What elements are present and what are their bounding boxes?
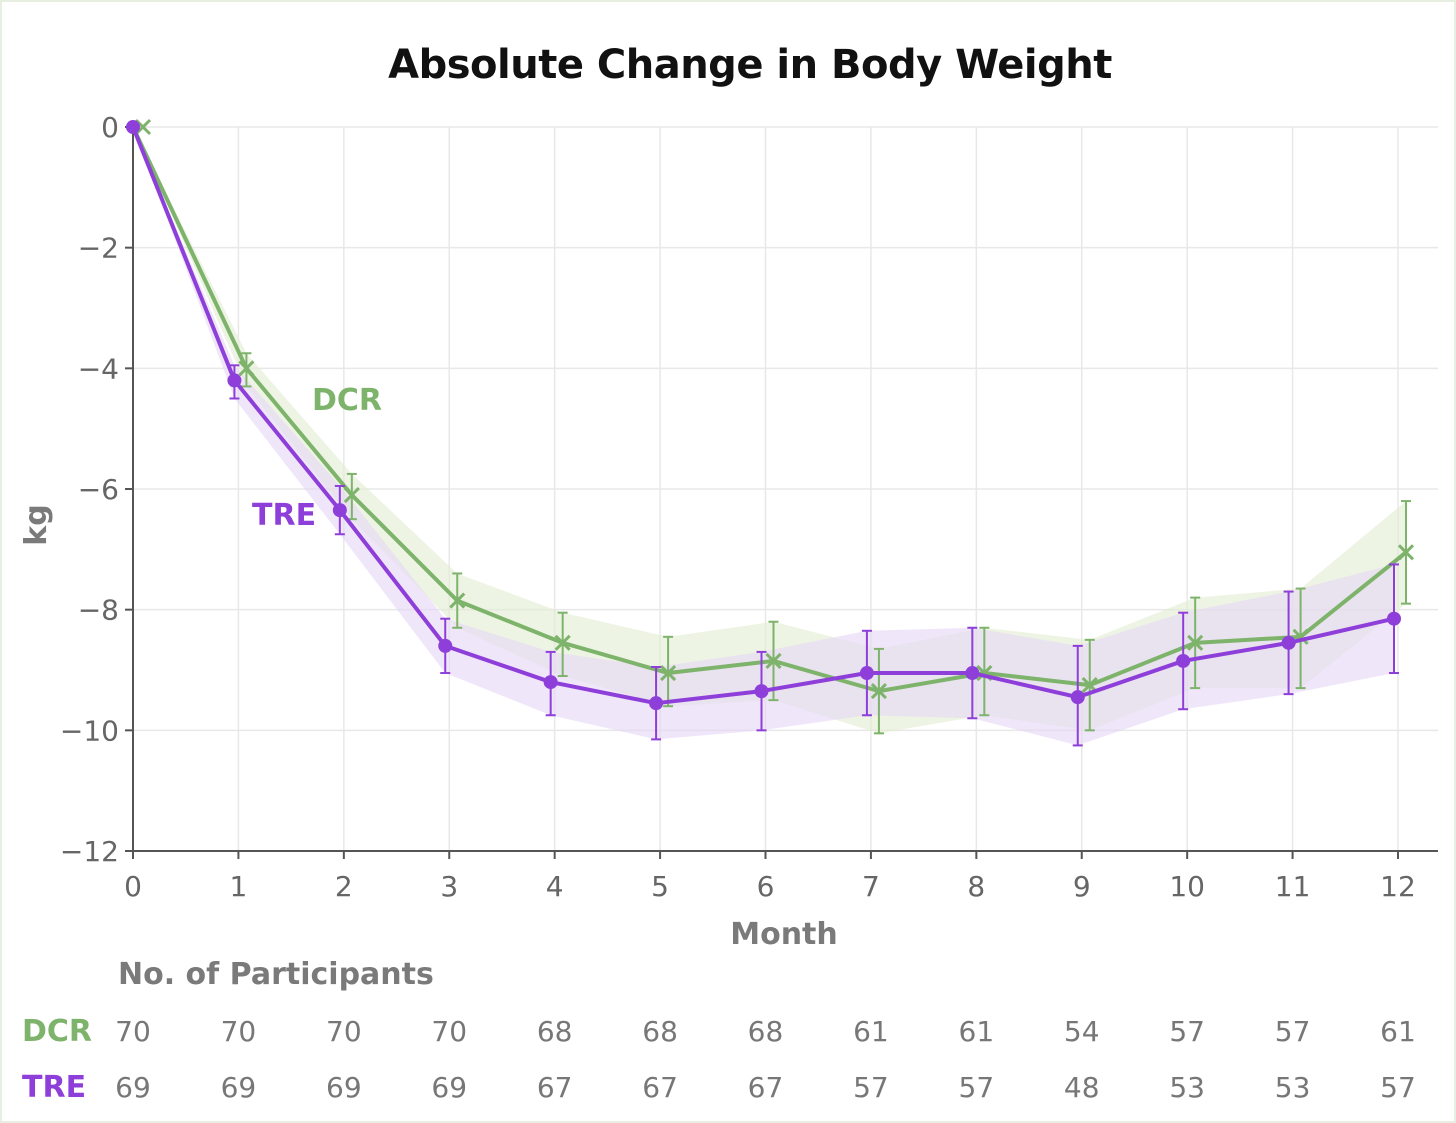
participant-count-tre: 69	[221, 1071, 257, 1104]
data-point-tre	[1281, 635, 1296, 650]
data-point-tre	[1176, 653, 1191, 668]
series-label-tre: TRE	[252, 498, 316, 533]
participants-heading: No. of Participants	[118, 957, 434, 992]
data-point-tre	[649, 696, 664, 711]
x-tick-label: 10	[1169, 870, 1205, 903]
y-tick-label: −8	[78, 594, 119, 627]
data-point-tre	[438, 638, 453, 653]
chart-title: Absolute Change in Body Weight	[388, 42, 1112, 88]
ci-band-dcr	[133, 127, 1406, 734]
participant-count-dcr: 57	[1169, 1015, 1205, 1048]
y-tick-label: −2	[78, 232, 119, 265]
participants-row-label-dcr: DCR	[22, 1014, 92, 1049]
participant-count-dcr: 61	[1380, 1015, 1416, 1048]
x-axis-label: Month	[730, 917, 838, 952]
data-point-tre	[1070, 690, 1085, 705]
participant-count-dcr: 54	[1064, 1015, 1100, 1048]
marker-stroke	[449, 592, 466, 609]
x-tick-label: 5	[651, 870, 669, 903]
data-point-tre	[543, 675, 558, 690]
participant-count-tre: 67	[537, 1071, 573, 1104]
y-tick-label: −12	[60, 835, 119, 868]
participant-count-tre: 67	[642, 1071, 678, 1104]
participant-count-dcr: 68	[537, 1015, 573, 1048]
data-point-dcr	[343, 486, 360, 504]
y-axis-label: kg	[19, 504, 54, 545]
x-tick-label: 3	[440, 870, 458, 903]
participant-count-dcr: 61	[959, 1015, 995, 1048]
marker-stroke	[1081, 677, 1098, 694]
data-point-dcr	[765, 652, 782, 670]
marker-stroke	[554, 634, 571, 651]
participant-count-tre: 53	[1275, 1071, 1311, 1104]
data-point-dcr	[1187, 634, 1204, 651]
data-point-tre	[859, 666, 874, 681]
participant-count-tre: 48	[1064, 1071, 1100, 1104]
participant-count-tre: 53	[1169, 1071, 1205, 1104]
x-tick-label: 4	[546, 870, 564, 903]
y-tick-label: −10	[60, 714, 119, 747]
x-tick-label: 12	[1380, 870, 1416, 903]
x-tick-label: 8	[967, 870, 985, 903]
y-tick-label: 0	[101, 111, 119, 144]
data-point-dcr	[554, 634, 571, 651]
marker-stroke	[134, 118, 152, 136]
y-tick-labels: 0 −2 −4 −6 −8 −10 −12	[60, 111, 119, 868]
data-point-dcr	[238, 360, 255, 377]
participant-count-dcr: 70	[431, 1015, 467, 1048]
x-tick-label: 11	[1275, 870, 1311, 903]
participant-count-dcr: 70	[115, 1015, 151, 1048]
participant-count-dcr: 61	[853, 1015, 889, 1048]
data-point-tre	[332, 503, 347, 518]
participants-row-label-tre: TRE	[22, 1070, 86, 1105]
x-tick-label: 2	[335, 870, 353, 903]
x-tick-label: 9	[1073, 870, 1091, 903]
x-tick-labels: 0 1 2 3 4 5 6 7 8 9 10 11 12	[124, 870, 1416, 903]
participant-count-dcr: 70	[221, 1015, 257, 1048]
y-tick-label: −4	[78, 352, 119, 385]
participant-count-tre: 57	[1380, 1071, 1416, 1104]
participant-count-tre: 69	[326, 1071, 362, 1104]
data-point-dcr	[660, 664, 677, 682]
series-layer	[126, 118, 1415, 747]
participant-count-tre: 57	[853, 1071, 889, 1104]
x-tick-label: 7	[862, 870, 880, 903]
data-point-tre	[965, 666, 980, 681]
confidence-bands	[133, 127, 1406, 746]
participant-count-dcr: 57	[1275, 1015, 1311, 1048]
participant-count-dcr: 68	[642, 1015, 678, 1048]
data-point-dcr	[134, 118, 152, 136]
marker-stroke	[660, 664, 677, 682]
marker-stroke	[765, 652, 782, 670]
participant-count-dcr: 68	[748, 1015, 784, 1048]
marker-stroke	[976, 664, 993, 682]
x-tick-label: 6	[757, 870, 775, 903]
data-point-tre	[126, 120, 140, 134]
marker-stroke	[1397, 544, 1415, 561]
x-tick-label: 0	[124, 870, 142, 903]
series-label-dcr: DCR	[312, 383, 382, 418]
x-tick-label: 1	[230, 870, 248, 903]
ci-band-tre	[133, 127, 1394, 746]
marker-stroke	[343, 486, 360, 504]
data-point-tre	[1387, 611, 1401, 626]
data-point-tre	[754, 684, 769, 699]
marker-stroke	[1187, 634, 1204, 651]
participant-count-tre: 67	[748, 1071, 784, 1104]
data-point-dcr	[870, 683, 887, 700]
y-tick-label: −6	[78, 473, 119, 506]
participant-count-tre: 69	[431, 1071, 467, 1104]
marker-stroke	[238, 360, 255, 377]
data-point-tre	[227, 373, 242, 388]
marker-stroke	[870, 683, 887, 700]
participant-counts: 70 70 70 70 68 68 68 61 61 54 57 57 61 69 69 69 69 67 67 67…	[115, 1015, 1416, 1104]
participant-count-tre: 69	[115, 1071, 151, 1104]
participant-count-tre: 57	[959, 1071, 995, 1104]
data-point-dcr	[449, 592, 466, 609]
participant-count-dcr: 70	[326, 1015, 362, 1048]
data-point-dcr	[1397, 544, 1415, 561]
